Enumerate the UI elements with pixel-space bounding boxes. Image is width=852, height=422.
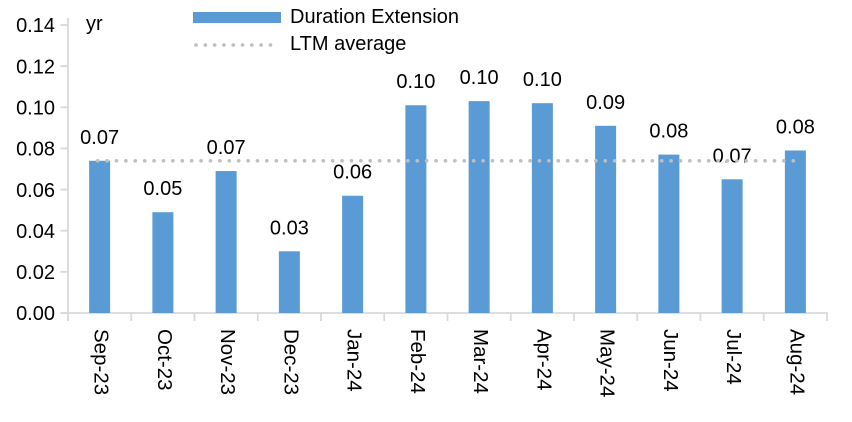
legend-item-duration-extension: Duration Extension — [193, 4, 459, 31]
bar-Feb-24 — [405, 105, 427, 313]
y-axis-tick-label: 0.14 — [16, 15, 55, 37]
bar-value-label: 0.10 — [523, 69, 562, 91]
x-axis-category-label: Jan-24 — [343, 329, 366, 392]
bar-value-label: 0.03 — [270, 217, 309, 239]
x-axis-category-label: Nov-23 — [216, 329, 239, 395]
legend-dotted-line-swatch — [194, 42, 281, 47]
legend-item-ltm-average: LTM average — [193, 31, 459, 58]
x-axis-category-label: Aug-24 — [785, 329, 808, 395]
y-axis-tick-label: 0.08 — [16, 139, 55, 161]
bar-value-label: 0.07 — [80, 127, 119, 149]
bar-Nov-23 — [215, 171, 237, 313]
bar-Mar-24 — [468, 101, 490, 313]
x-axis-category-label: Jul-24 — [722, 329, 745, 385]
y-axis-unit-label: yr — [86, 13, 103, 35]
bar-value-label: 0.06 — [333, 162, 372, 184]
x-axis-category-label: Mar-24 — [469, 329, 492, 394]
chart-legend: Duration Extension LTM average — [193, 4, 459, 58]
bar-Dec-23 — [278, 251, 300, 313]
legend-bar-swatch — [193, 12, 281, 23]
x-axis-category-label: Feb-24 — [406, 329, 429, 394]
bar-value-label: 0.08 — [649, 121, 688, 143]
bar-value-label: 0.09 — [586, 92, 625, 114]
bar-Jun-24 — [658, 154, 680, 313]
bar-Sep-23 — [89, 160, 111, 313]
bar-value-label: 0.10 — [396, 71, 435, 93]
x-axis-category-label: Dec-23 — [279, 329, 302, 395]
x-axis-category-label: Apr-24 — [532, 329, 555, 391]
bar-Apr-24 — [531, 103, 553, 314]
y-axis-tick-label: 0.04 — [16, 221, 55, 243]
bar-value-label: 0.08 — [776, 116, 815, 138]
x-axis-category-label: Jun-24 — [659, 329, 682, 392]
y-axis-tick-label: 0.10 — [16, 97, 55, 119]
bar-value-label: 0.05 — [143, 178, 182, 200]
bar-value-label: 0.07 — [207, 137, 246, 159]
x-axis-category-label: Sep-23 — [90, 329, 113, 395]
x-axis-category-label: Oct-23 — [153, 329, 176, 391]
y-axis-tick-label: 0.00 — [16, 303, 55, 325]
x-axis-category-label: May-24 — [596, 329, 619, 397]
bar-value-label: 0.07 — [713, 145, 752, 167]
y-axis-tick-label: 0.06 — [16, 180, 55, 202]
bar-Jan-24 — [342, 195, 364, 313]
y-axis-tick-label: 0.02 — [16, 262, 55, 284]
bar-Oct-23 — [152, 212, 174, 313]
bar-value-label: 0.10 — [460, 67, 499, 89]
bar-Jul-24 — [721, 179, 743, 313]
legend-label-ltm-average: LTM average — [290, 33, 407, 55]
bar-Aug-24 — [784, 150, 806, 313]
legend-label-duration-extension: Duration Extension — [290, 6, 459, 28]
bar-May-24 — [595, 125, 617, 313]
y-axis-tick-label: 0.12 — [16, 56, 55, 78]
